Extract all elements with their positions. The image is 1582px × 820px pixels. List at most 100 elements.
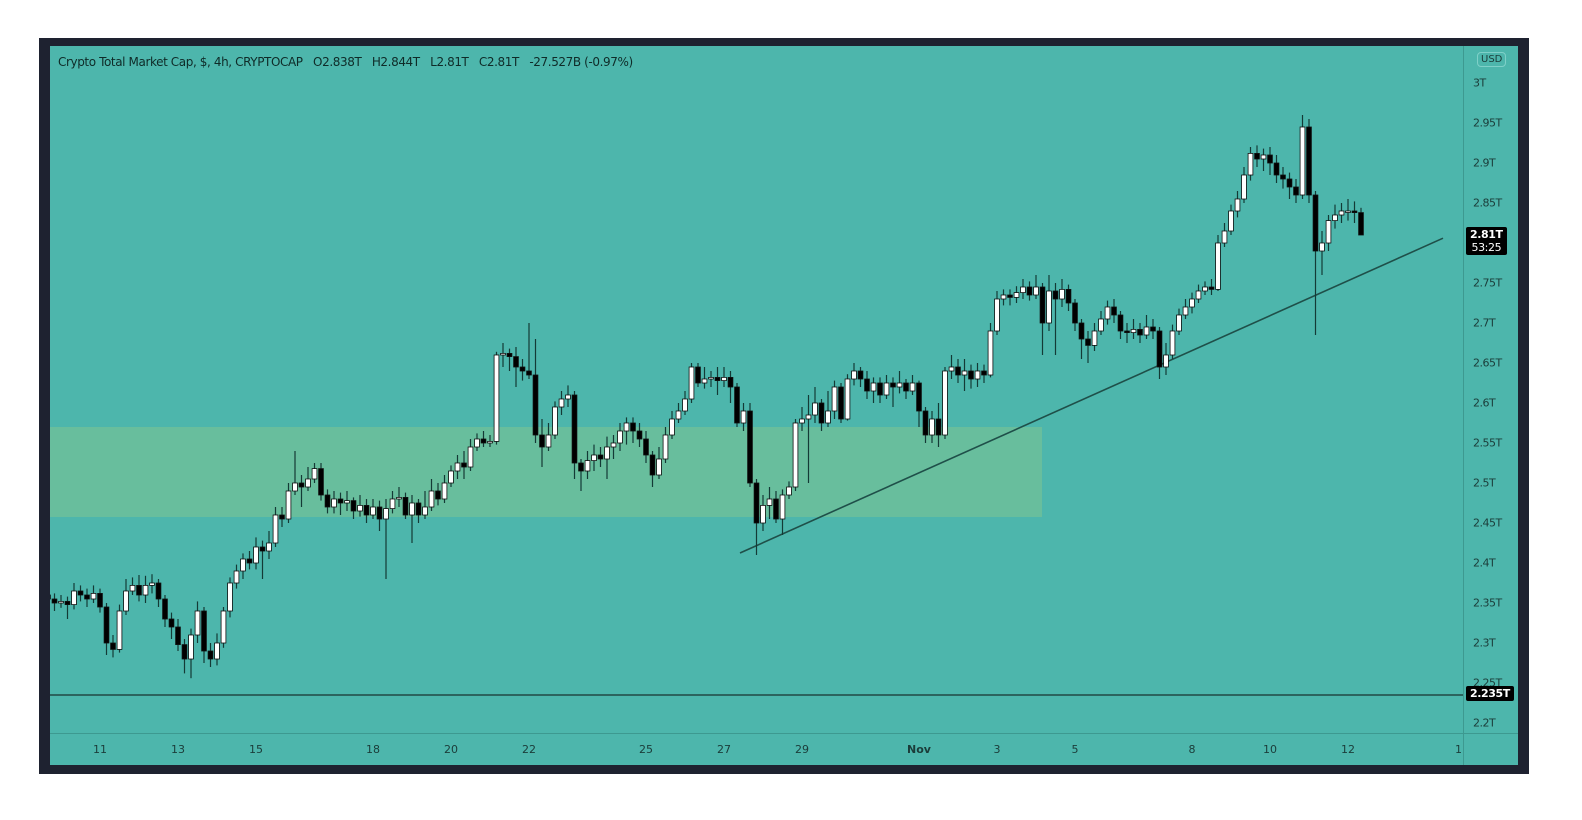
- candle-down: [968, 364, 974, 389]
- candle-up: [942, 367, 948, 439]
- chart-pane[interactable]: [50, 46, 1463, 733]
- candle-up: [272, 507, 279, 547]
- candle-down: [435, 483, 441, 506]
- candle-up: [441, 475, 448, 503]
- candle-body: [747, 410, 753, 484]
- price-axis[interactable]: [1464, 46, 1518, 765]
- candle-body: [103, 606, 110, 644]
- candle-down: [162, 595, 168, 627]
- ohlc-change: -27.527B (-0.97%): [529, 55, 633, 69]
- candle-body: [1072, 302, 1078, 324]
- candle-up: [558, 391, 565, 415]
- candle-up: [454, 455, 461, 479]
- candle-up: [116, 604, 123, 653]
- candle-down: [1293, 179, 1299, 203]
- candle-body: [831, 386, 838, 412]
- candle-body: [1332, 214, 1338, 221]
- candle-down: [350, 497, 357, 519]
- candle-up: [786, 481, 792, 499]
- candle-down: [695, 363, 701, 387]
- time-tick-label: 3: [993, 743, 1001, 756]
- candle-up: [870, 377, 877, 403]
- symbol-title[interactable]: Crypto Total Market Cap, $, 4h, CRYPTOCA…: [58, 55, 303, 69]
- candle-up: [253, 537, 259, 570]
- symbol-legend: Crypto Total Market Cap, $, 4h, CRYPTOCA…: [58, 55, 640, 69]
- candle-body: [311, 468, 318, 480]
- candle-up: [1345, 199, 1351, 221]
- candle-body: [552, 406, 558, 436]
- candle-down: [175, 619, 181, 651]
- bar-countdown: 53:25: [1471, 241, 1502, 254]
- ascending-trendline[interactable]: [739, 237, 1444, 554]
- ohlc-low: L2.81T: [430, 55, 469, 69]
- candle-body: [682, 398, 688, 412]
- candle-down: [857, 367, 864, 387]
- candle-body: [909, 382, 916, 392]
- candle-down: [877, 377, 883, 403]
- candle-up: [760, 495, 766, 531]
- candle-body: [571, 394, 578, 464]
- candle-body: [818, 402, 825, 424]
- candle-down: [935, 403, 942, 447]
- time-tick-label: 25: [639, 743, 653, 756]
- horizontal-line-price-tag: 2.235T: [1466, 686, 1514, 701]
- candle-up: [188, 628, 194, 679]
- candle-up: [396, 487, 402, 507]
- candle-up: [740, 403, 747, 431]
- candle-down: [1111, 299, 1117, 323]
- time-tick-label: 11: [93, 743, 107, 756]
- candle-body: [903, 382, 909, 392]
- candle-up: [604, 436, 610, 479]
- currency-button[interactable]: USD: [1477, 52, 1507, 67]
- candle-body: [623, 422, 630, 432]
- candle-up: [656, 447, 662, 479]
- candle-body: [1124, 330, 1130, 333]
- candle-down: [1351, 201, 1358, 223]
- time-axis[interactable]: [50, 734, 1463, 765]
- candle-up: [90, 585, 97, 603]
- candle-body: [675, 410, 682, 420]
- candle-body: [870, 382, 877, 392]
- candle-body: [545, 434, 552, 448]
- candle-down: [1273, 155, 1280, 183]
- candle-body: [1176, 314, 1182, 332]
- candle-up: [493, 351, 500, 445]
- candle-up: [487, 435, 493, 447]
- candle-up: [58, 595, 64, 608]
- candle-up: [233, 564, 240, 589]
- candle-down: [279, 507, 285, 527]
- candle-body: [799, 418, 805, 424]
- candle-body: [1182, 306, 1189, 316]
- candle-down: [506, 348, 513, 371]
- candle-body: [1280, 174, 1286, 180]
- time-tick-label: Nov: [907, 743, 931, 756]
- candle-down: [630, 417, 636, 443]
- candle-up: [961, 359, 968, 391]
- candle-body: [519, 366, 526, 372]
- candle-body: [1104, 306, 1111, 320]
- candle-body: [1312, 194, 1319, 252]
- candle-down: [298, 475, 305, 507]
- candle-body: [1273, 162, 1280, 176]
- candle-body: [357, 504, 363, 512]
- candle-body: [1260, 154, 1267, 160]
- candle-body: [233, 570, 240, 584]
- candle-body: [812, 402, 818, 416]
- candle-down: [649, 451, 656, 487]
- price-tick-label: 2.35T: [1473, 596, 1502, 610]
- ohlc-open: O2.838T: [313, 55, 362, 69]
- candle-body: [285, 490, 292, 520]
- candle-body: [305, 478, 311, 488]
- candlestick-plot[interactable]: [50, 46, 1463, 733]
- candle-body: [162, 598, 168, 620]
- candle-body: [1208, 286, 1215, 290]
- candle-down: [103, 603, 110, 655]
- time-tick-label: 18: [366, 743, 380, 756]
- candle-down: [1085, 331, 1091, 363]
- candle-down: [1312, 191, 1319, 335]
- candle-body: [558, 398, 565, 408]
- candle-up: [779, 489, 786, 535]
- candle-up: [474, 433, 480, 451]
- candle-body: [363, 504, 370, 516]
- candle-body: [337, 498, 344, 504]
